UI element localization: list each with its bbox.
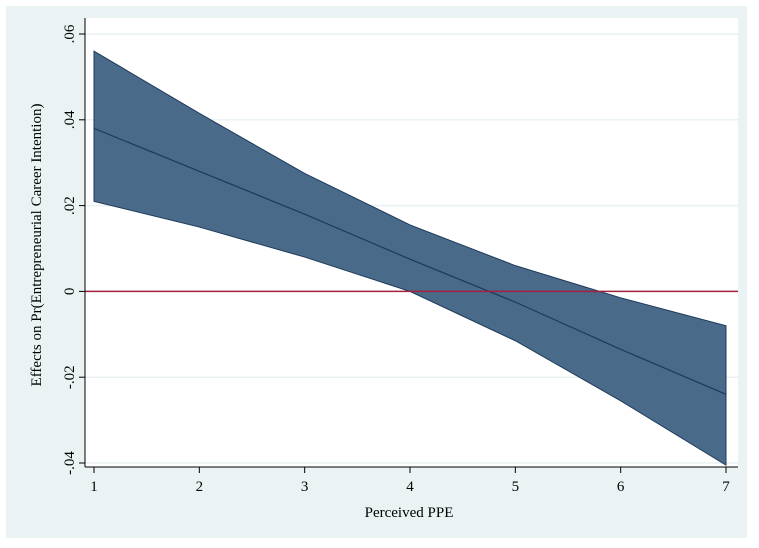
y-axis-ticks: -.04 -.02 0 .02 .04 .06	[62, 24, 85, 475]
y-tick-label-5: .06	[62, 24, 78, 43]
chart-frame: 1 2 3 4 5 6 7 -.04 -.02 0 .02 .04 .06 Perceived PPE…	[6, 6, 747, 538]
confidence-band-area	[93, 50, 727, 467]
x-axis-ticks: 1 2 3 4 5 6 7	[90, 467, 730, 495]
x-axis-title: Perceived PPE	[365, 505, 454, 521]
x-tick-label-1: 2	[196, 479, 204, 495]
chart-svg: 1 2 3 4 5 6 7 -.04 -.02 0 .02 .04 .06 Perceived PPE…	[29, 18, 738, 521]
x-tick-label-6: 7	[722, 479, 730, 495]
y-axis-title: Effects on Pr(Entrepreneurial Career Int…	[29, 104, 45, 387]
x-tick-label-0: 1	[90, 479, 98, 495]
point-estimate-line	[93, 127, 727, 395]
confidence-band	[93, 50, 727, 467]
axes	[84, 18, 738, 468]
x-tick-label-3: 4	[406, 479, 414, 495]
y-tick-label-2: 0	[62, 288, 78, 296]
x-tick-label-2: 3	[301, 479, 309, 495]
x-tick-label-4: 5	[512, 479, 520, 495]
x-tick-label-5: 6	[617, 479, 625, 495]
y-tick-label-1: -.02	[62, 365, 78, 389]
y-tick-label-4: .04	[62, 110, 78, 129]
marginal-effect-line	[93, 127, 727, 395]
y-tick-label-0: -.04	[62, 451, 78, 475]
y-tick-label-3: .02	[62, 196, 78, 215]
